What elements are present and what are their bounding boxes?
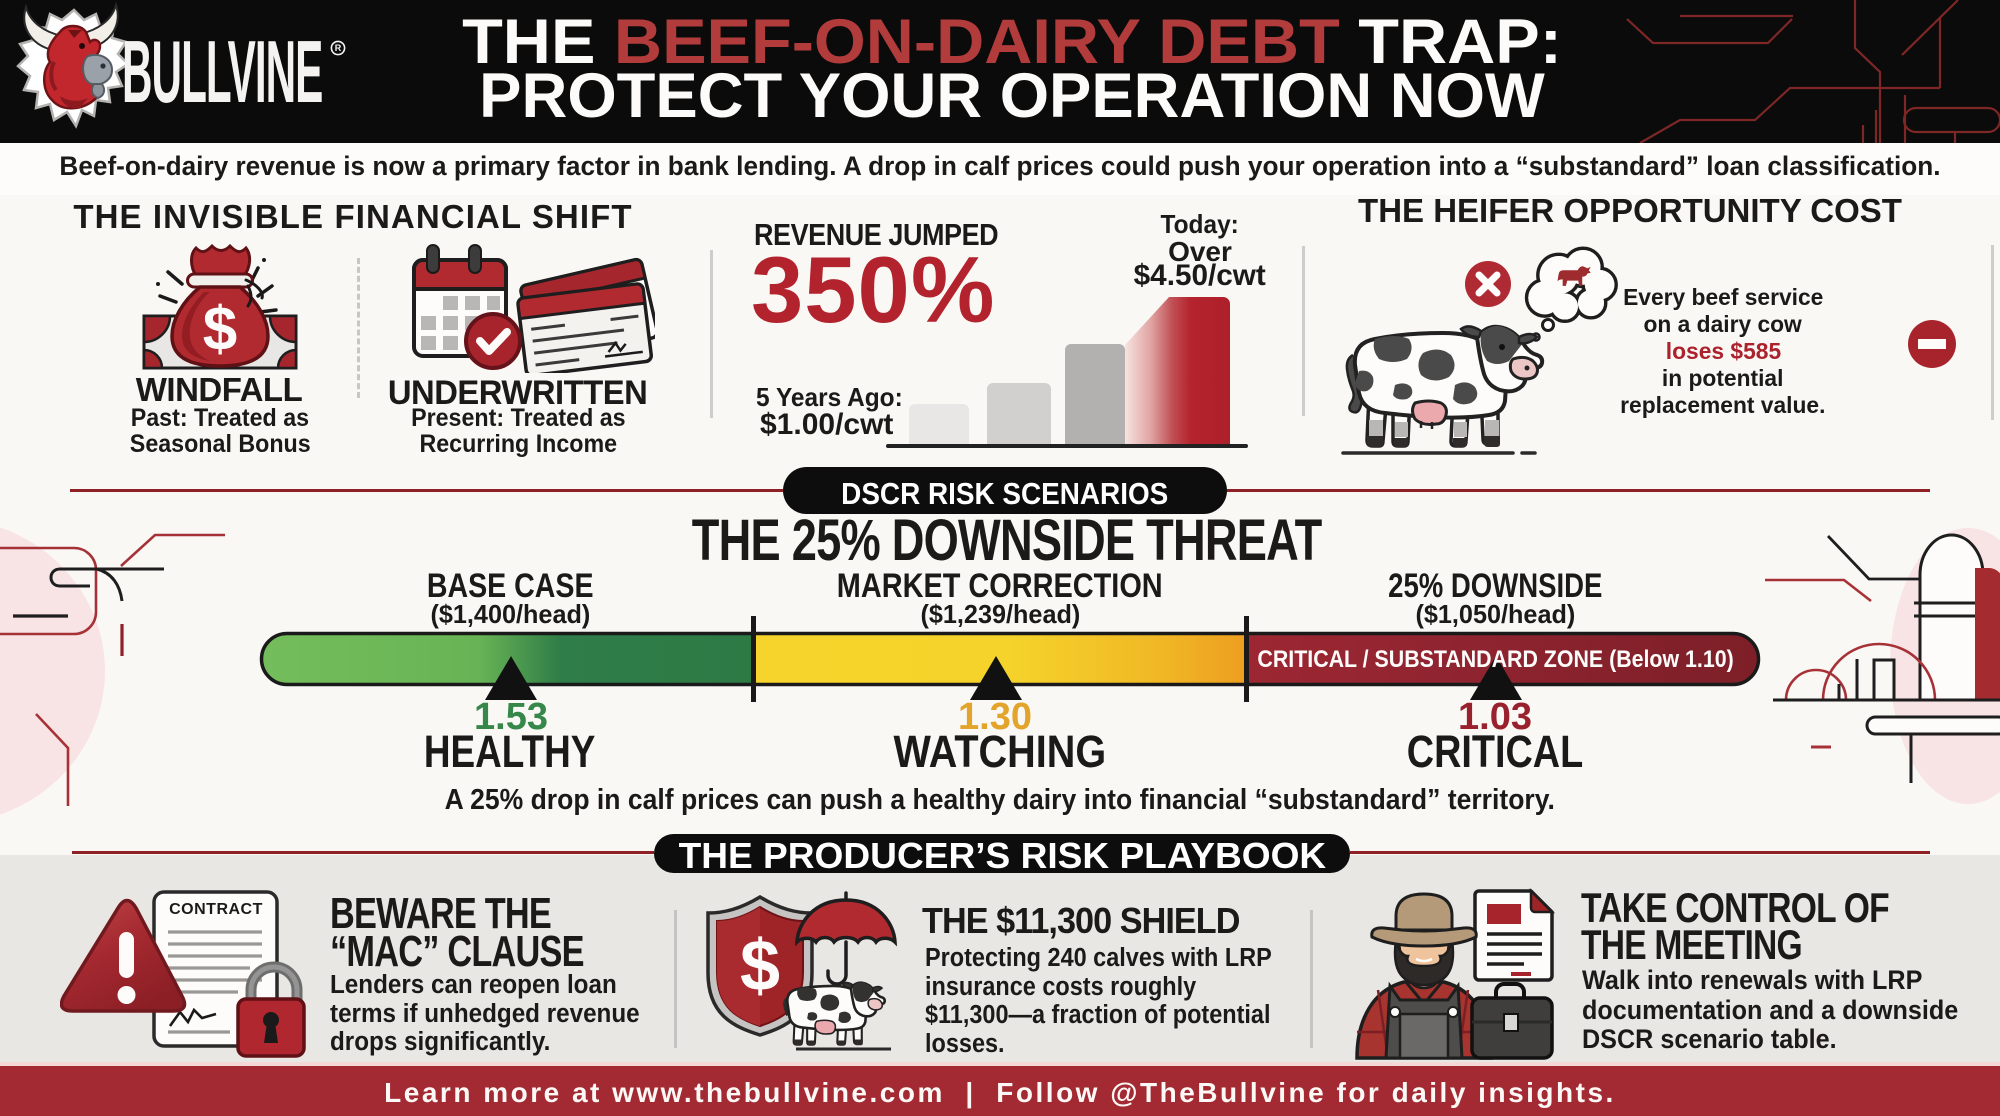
svg-text:$: $ — [740, 926, 780, 1006]
svg-text:R: R — [335, 43, 342, 53]
svg-text:CONTRACT: CONTRACT — [169, 901, 263, 918]
svg-text:$: $ — [203, 295, 237, 364]
